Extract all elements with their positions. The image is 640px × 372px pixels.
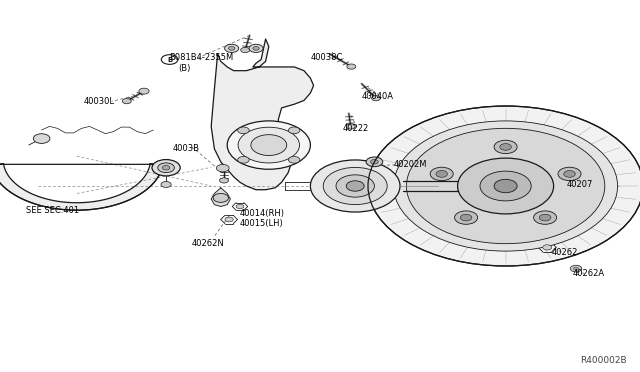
- Circle shape: [368, 106, 640, 266]
- Text: 40030L: 40030L: [83, 97, 114, 106]
- Circle shape: [366, 157, 383, 167]
- Circle shape: [573, 267, 579, 270]
- Circle shape: [570, 265, 582, 272]
- Circle shape: [564, 171, 575, 177]
- Circle shape: [236, 204, 244, 209]
- Circle shape: [161, 182, 171, 187]
- Polygon shape: [211, 39, 314, 190]
- Circle shape: [241, 47, 250, 52]
- Circle shape: [346, 181, 364, 191]
- Circle shape: [152, 160, 180, 176]
- Text: 40014(RH): 40014(RH): [240, 209, 285, 218]
- Text: 40262A: 40262A: [573, 269, 605, 278]
- Circle shape: [220, 178, 228, 183]
- Circle shape: [406, 128, 605, 244]
- Circle shape: [238, 127, 300, 163]
- Polygon shape: [211, 188, 230, 206]
- Text: 4003B: 4003B: [173, 144, 200, 153]
- Circle shape: [346, 124, 355, 129]
- Circle shape: [323, 167, 387, 205]
- Circle shape: [310, 160, 400, 212]
- Circle shape: [494, 179, 517, 193]
- Circle shape: [480, 171, 531, 201]
- Circle shape: [460, 214, 472, 221]
- Text: 40015(LH): 40015(LH): [240, 219, 284, 228]
- Circle shape: [237, 127, 249, 134]
- Circle shape: [253, 46, 259, 50]
- Circle shape: [225, 44, 239, 52]
- Circle shape: [161, 55, 178, 64]
- Circle shape: [225, 217, 234, 222]
- Circle shape: [139, 88, 149, 94]
- Circle shape: [454, 211, 477, 224]
- Circle shape: [500, 144, 511, 150]
- Circle shape: [540, 214, 551, 221]
- Circle shape: [228, 46, 235, 50]
- Circle shape: [394, 121, 618, 251]
- Text: R400002B: R400002B: [580, 356, 627, 365]
- Polygon shape: [0, 164, 163, 210]
- Circle shape: [558, 167, 581, 181]
- Text: 40207: 40207: [566, 180, 593, 189]
- Circle shape: [249, 44, 263, 52]
- Circle shape: [436, 171, 447, 177]
- Circle shape: [251, 135, 287, 155]
- Circle shape: [162, 166, 170, 170]
- Text: 40040A: 40040A: [362, 92, 394, 101]
- Text: 40038C: 40038C: [310, 53, 343, 62]
- Circle shape: [237, 157, 249, 163]
- Circle shape: [213, 193, 228, 202]
- Circle shape: [430, 167, 453, 181]
- Circle shape: [371, 96, 380, 101]
- Circle shape: [157, 163, 174, 173]
- Text: B081B4-2355M: B081B4-2355M: [170, 53, 234, 62]
- Text: (B): (B): [178, 64, 190, 73]
- Circle shape: [289, 157, 300, 163]
- Circle shape: [543, 245, 552, 250]
- Circle shape: [336, 175, 374, 197]
- Circle shape: [227, 121, 310, 169]
- Circle shape: [371, 160, 378, 164]
- Circle shape: [494, 140, 517, 154]
- Circle shape: [33, 134, 50, 144]
- Circle shape: [347, 64, 356, 69]
- Circle shape: [122, 99, 131, 104]
- Text: 40202M: 40202M: [394, 160, 427, 169]
- Circle shape: [216, 164, 229, 172]
- Circle shape: [289, 127, 300, 134]
- Text: B: B: [167, 57, 172, 62]
- Text: SEE SEC.401: SEE SEC.401: [26, 206, 79, 215]
- Text: 40262: 40262: [552, 248, 578, 257]
- Text: 40222: 40222: [342, 124, 369, 133]
- Circle shape: [534, 211, 557, 224]
- Text: 40262N: 40262N: [192, 239, 225, 248]
- Circle shape: [458, 158, 554, 214]
